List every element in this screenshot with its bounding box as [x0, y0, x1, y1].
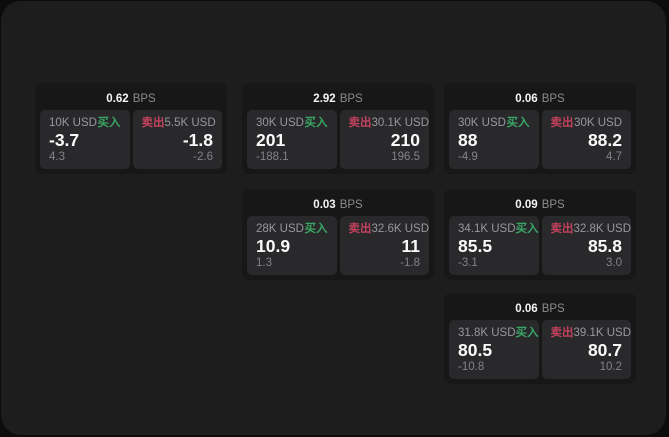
sell-panel[interactable]: 卖出 32.8K USD 85.8 3.0 — [541, 216, 632, 275]
quote-card: 0.06 BPS 30K USD 买入 88 -4.9 卖出 30K USD 88… — [444, 83, 636, 174]
quote-card: 0.62 BPS 10K USD 买入 -3.7 4.3 卖出 5.5K USD … — [35, 83, 227, 174]
buy-delta: -4.9 — [458, 151, 478, 163]
bps-value: 0.06 — [515, 93, 538, 105]
sell-price: 80.7 — [587, 339, 622, 360]
buy-delta: 4.3 — [49, 151, 65, 163]
sell-side-label: 卖出 — [348, 117, 372, 129]
sell-panel[interactable]: 卖出 39.1K USD 80.7 10.2 — [541, 320, 632, 379]
sell-price: 88.2 — [587, 129, 622, 150]
bps-header: 0.03 BPS — [247, 194, 429, 216]
sell-side-label: 卖出 — [550, 327, 574, 339]
sell-amount: 5.5K USD — [164, 117, 216, 129]
bps-value: 0.62 — [106, 93, 129, 105]
sell-delta: 196.5 — [391, 151, 420, 163]
quote-card: 0.06 BPS 31.8K USD 买入 80.5 -10.8 卖出 39.1K… — [444, 293, 636, 384]
quote-card: 0.03 BPS 28K USD 买入 10.9 1.3 卖出 32.6K USD… — [242, 189, 434, 280]
buy-side-label: 买入 — [304, 223, 328, 235]
buy-panel[interactable]: 31.8K USD 买入 80.5 -10.8 — [449, 320, 539, 379]
buy-delta: -188.1 — [256, 151, 289, 163]
sell-price: 11 — [401, 235, 421, 256]
buy-amount: 30K USD — [256, 117, 304, 129]
buy-panel[interactable]: 30K USD 买入 201 -188.1 — [247, 110, 337, 169]
buy-side-label: 买入 — [304, 117, 328, 129]
sell-delta: 4.7 — [606, 151, 622, 163]
buy-delta: -10.8 — [458, 361, 485, 373]
bps-unit-label: BPS — [339, 199, 363, 211]
quote-body: 28K USD 买入 10.9 1.3 卖出 32.6K USD 11 -1.8 — [247, 216, 429, 275]
sell-delta: 3.0 — [606, 257, 622, 269]
buy-price: 88 — [458, 129, 478, 150]
sell-price: 85.8 — [587, 235, 622, 256]
buy-panel[interactable]: 30K USD 买入 88 -4.9 — [449, 110, 539, 169]
sell-side-label: 卖出 — [550, 223, 574, 235]
sell-amount: 30.1K USD — [371, 117, 430, 129]
bps-unit-label: BPS — [541, 303, 565, 315]
buy-amount: 31.8K USD — [458, 327, 516, 339]
bps-unit-label: BPS — [541, 93, 565, 105]
sell-amount: 30K USD — [574, 117, 622, 129]
buy-panel[interactable]: 34.1K USD 买入 85.5 -3.1 — [449, 216, 539, 275]
buy-side-label: 买入 — [506, 117, 530, 129]
bps-unit-label: BPS — [541, 199, 565, 211]
buy-side-label: 买入 — [515, 327, 539, 339]
bps-header: 0.06 BPS — [449, 88, 631, 110]
quote-body: 31.8K USD 买入 80.5 -10.8 卖出 39.1K USD 80.… — [449, 320, 631, 379]
buy-side-label: 买入 — [97, 117, 121, 129]
sell-amount: 39.1K USD — [573, 327, 632, 339]
buy-amount: 28K USD — [256, 223, 304, 235]
sell-delta: -1.8 — [400, 257, 420, 269]
bps-value: 0.03 — [313, 199, 336, 211]
bps-header: 2.92 BPS — [247, 88, 429, 110]
quote-body: 30K USD 买入 88 -4.9 卖出 30K USD 88.2 4.7 — [449, 110, 631, 169]
quote-card: 2.92 BPS 30K USD 买入 201 -188.1 卖出 30.1K U… — [242, 83, 434, 174]
sell-amount: 32.6K USD — [371, 223, 430, 235]
buy-side-label: 买入 — [515, 223, 539, 235]
quote-card: 0.09 BPS 34.1K USD 买入 85.5 -3.1 卖出 32.8K … — [444, 189, 636, 280]
sell-price: 210 — [390, 129, 420, 150]
sell-price: -1.8 — [182, 129, 213, 150]
bps-unit-label: BPS — [339, 93, 363, 105]
bps-value: 0.09 — [515, 199, 538, 211]
bps-value: 0.06 — [515, 303, 538, 315]
sell-amount: 32.8K USD — [573, 223, 632, 235]
bps-header: 0.09 BPS — [449, 194, 631, 216]
buy-panel[interactable]: 10K USD 买入 -3.7 4.3 — [40, 110, 130, 169]
quote-body: 10K USD 买入 -3.7 4.3 卖出 5.5K USD -1.8 -2.… — [40, 110, 222, 169]
buy-amount: 30K USD — [458, 117, 506, 129]
bps-header: 0.06 BPS — [449, 298, 631, 320]
sell-panel[interactable]: 卖出 30K USD 88.2 4.7 — [541, 110, 631, 169]
sell-side-label: 卖出 — [141, 117, 165, 129]
quote-body: 30K USD 买入 201 -188.1 卖出 30.1K USD 210 1… — [247, 110, 429, 169]
buy-price: 201 — [256, 129, 286, 150]
sell-delta: 10.2 — [599, 361, 622, 373]
buy-delta: 1.3 — [256, 257, 272, 269]
bps-unit-label: BPS — [132, 93, 156, 105]
sell-side-label: 卖出 — [348, 223, 372, 235]
quote-body: 34.1K USD 买入 85.5 -3.1 卖出 32.8K USD 85.8… — [449, 216, 631, 275]
sell-panel[interactable]: 卖出 30.1K USD 210 196.5 — [339, 110, 430, 169]
buy-delta: -3.1 — [458, 257, 478, 269]
sell-side-label: 卖出 — [550, 117, 574, 129]
bps-value: 2.92 — [313, 93, 336, 105]
bps-header: 0.62 BPS — [40, 88, 222, 110]
buy-amount: 34.1K USD — [458, 223, 516, 235]
sell-delta: -2.6 — [193, 151, 213, 163]
buy-price: 85.5 — [458, 235, 493, 256]
buy-price: 80.5 — [458, 339, 493, 360]
buy-panel[interactable]: 28K USD 买入 10.9 1.3 — [247, 216, 337, 275]
buy-price: -3.7 — [49, 129, 80, 150]
sell-panel[interactable]: 卖出 32.6K USD 11 -1.8 — [339, 216, 430, 275]
buy-amount: 10K USD — [49, 117, 97, 129]
sell-panel[interactable]: 卖出 5.5K USD -1.8 -2.6 — [132, 110, 222, 169]
buy-price: 10.9 — [256, 235, 291, 256]
